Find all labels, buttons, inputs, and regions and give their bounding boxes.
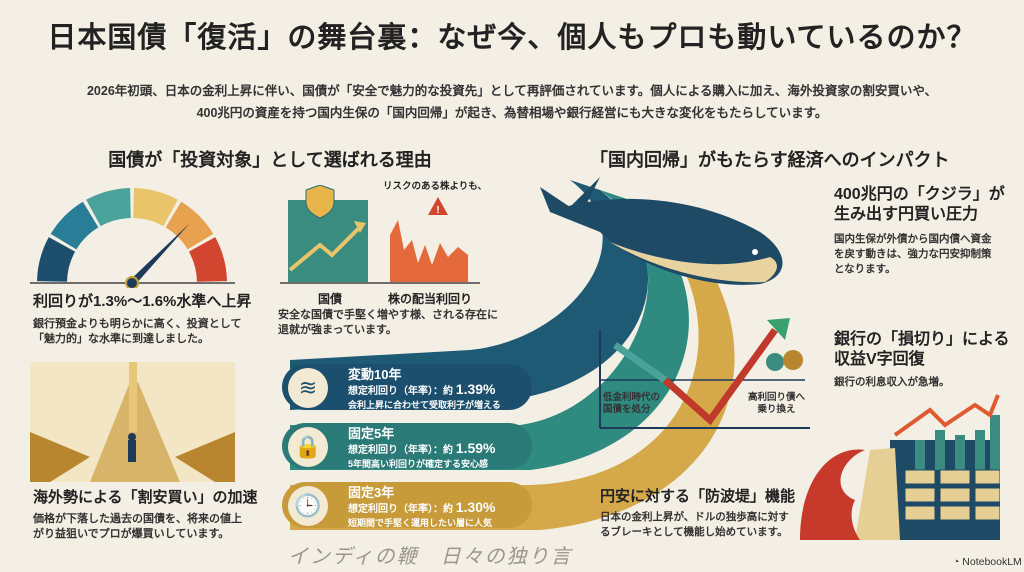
card-title: 固定5年 xyxy=(348,426,395,441)
compare-desc: 安全な国債で手堅く増やす様、される存在に 退就が強まっています。 xyxy=(278,308,498,338)
wave xyxy=(800,449,865,540)
desc-line: るブレーキとして機能し始めています。 xyxy=(600,526,788,538)
person-silhouette xyxy=(128,440,136,462)
intro-line: 2026年初頭、日本の金利上昇に伴い、国債が「安全で魅力的な投資先」として再評価… xyxy=(86,84,938,98)
yield-value: 1.30% xyxy=(455,499,496,515)
page-title: 日本国債「復活」の舞台裏：なぜ今、個人もプロも動いているのか？ xyxy=(47,22,977,54)
wall-desc: 日本の金利上昇が、ドルの独歩高に対す るブレーキとして機能し始めています。 xyxy=(600,510,789,540)
money-bag-icon xyxy=(783,350,803,370)
bank-desc: 銀行の利息収入が急増。 xyxy=(834,376,950,388)
title-line: 収益V字回復 xyxy=(834,351,925,368)
desc-line: を戻す動きは、強力な円安抑制策 xyxy=(834,248,992,260)
gauge-hub xyxy=(125,276,139,288)
desc-line: 退就が強まっています。 xyxy=(278,324,397,336)
label-line: 低金利時代の xyxy=(603,392,661,403)
gauge-segment xyxy=(188,237,227,282)
title-line: 銀行の「損切り」による xyxy=(834,331,1010,348)
money-bag-icon xyxy=(766,353,784,371)
gauge-segment xyxy=(86,188,131,227)
card-note: 5年間高い利回りが確定する安心感 xyxy=(348,459,489,469)
desc-line: 銀行預金よりも明らかに高く、投資として xyxy=(33,318,242,330)
svg-text:!: ! xyxy=(436,205,439,216)
stock-label: 株の配当利回り xyxy=(388,292,473,306)
card-yield: 想定利回り（年率）：約 1.39% xyxy=(348,382,532,399)
label-line: 高利回り債へ xyxy=(748,392,806,403)
yield-label: 想定利回り（年率）：約 xyxy=(348,504,453,515)
yield-label: 想定利回り（年率）：約 xyxy=(348,445,453,456)
intro-text: 2026年初頭、日本の金利上昇に伴い、国債が「安全で魅力的な投資先」として再評価… xyxy=(40,80,984,124)
label-line: 乗り換え xyxy=(757,404,796,415)
up-arrow-icon xyxy=(288,225,362,272)
warning-icon xyxy=(428,197,448,215)
v-recovery-chart xyxy=(599,318,810,429)
v-left-label: 低金利時代の 国債を処分 xyxy=(603,392,660,416)
gauge-segment xyxy=(37,237,76,282)
title-line: 400兆円の「クジラ」が xyxy=(834,186,1005,203)
desc-line: 価格が下落した過去の国債を、将来の値上 xyxy=(33,513,242,525)
yield-value: 1.39% xyxy=(455,381,496,397)
compare-caption: リスクのある株よりも、 xyxy=(383,181,488,192)
gauge-segment xyxy=(50,201,99,250)
crossroads-illustration xyxy=(30,362,235,482)
lock-icon: 🔒 xyxy=(288,427,328,467)
desc-line: となります。 xyxy=(834,263,896,275)
gauge-title: 利回りが1.3%〜1.6%水準へ上昇 xyxy=(33,293,252,310)
gauge-desc: 銀行預金よりも明らかに高く、投資として 「魅力的」な水準に到達しました。 xyxy=(33,317,241,347)
yield-label: 想定利回り（年率）：約 xyxy=(348,386,453,397)
card-yield: 想定利回り（年率）：約 1.59% xyxy=(348,441,532,458)
product-card-fixed-5y[interactable]: 🔒 固定5年 想定利回り（年率）：約 1.59% 5年間高い利回りが確定する安心… xyxy=(282,423,532,469)
desc-line: 日本の金利上昇が、ドルの独歩高に対す xyxy=(600,511,789,523)
desc-line: 安全な国債で手堅く増やす様、される存在に xyxy=(278,309,498,321)
watermark: インディの鞭 日々の独り言 xyxy=(288,544,573,568)
brand-name: NotebookLM xyxy=(962,556,1022,568)
gauge-needle xyxy=(129,223,190,285)
yield-gauge xyxy=(30,188,235,288)
notebooklm-icon: ◔ xyxy=(953,556,963,568)
product-card-floating-10y[interactable]: ≋ 変動10年 想定利回り（年率）：約 1.39% 会利上昇に合わせて受取利子が… xyxy=(282,364,532,410)
bank-title: 銀行の「損切り」による 収益V字回復 xyxy=(834,330,1010,370)
left-heading: 国債が「投資対象」として選ばれる理由 xyxy=(108,150,432,170)
v-right-label: 高利回り債へ 乗り換え xyxy=(748,392,805,416)
whale-title: 400兆円の「クジラ」が 生み出す円買い圧力 xyxy=(834,185,1005,225)
intro-line: 400兆円の資産を持つ国内生保の「国内回帰」が起き、為替相場や銀行経営にも大きな… xyxy=(196,106,828,120)
whale-tail xyxy=(540,177,600,217)
yield-value: 1.59% xyxy=(455,440,496,456)
label-line: 国債を処分 xyxy=(603,404,651,415)
up-arrow-icon xyxy=(767,318,790,340)
foreign-desc: 価格が下落した過去の国債を、将来の値上 がり益狙いでプロが爆買いしています。 xyxy=(33,512,242,542)
clock-icon: 🕒 xyxy=(288,486,328,526)
wall-title: 円安に対する「防波堤」機能 xyxy=(600,488,796,505)
brand-logo: ◔ NotebookLM xyxy=(953,556,1022,568)
card-note: 会利上昇に合わせて受取利子が増える xyxy=(348,400,501,410)
desc-line: がり益狙いでプロが爆買いしています。 xyxy=(33,528,230,540)
wave-arrow-icon: ≋ xyxy=(288,368,328,408)
gauge-segment xyxy=(165,201,214,250)
whale-desc: 国内生保が外債から国内債へ資金 を戻す動きは、強力な円安抑制策 となります。 xyxy=(834,232,992,277)
whale-illustration xyxy=(540,177,783,285)
foreign-title: 海外勢による「割安買い」の加速 xyxy=(33,489,258,506)
desc-line: 「魅力的」な水準に到達しました。 xyxy=(33,333,209,345)
desc-line: 国内生保が外債から国内債へ資金 xyxy=(834,233,992,245)
bond-label: 国債 xyxy=(318,292,343,306)
card-note: 短期間で手堅く運用したい層に人気 xyxy=(348,518,493,528)
title-line: 生み出す円買い圧力 xyxy=(834,206,979,223)
right-heading: 「国内回帰」がもたらす経済へのインパクト xyxy=(590,150,950,170)
seawall-illustration xyxy=(800,394,1000,540)
shield-check-icon xyxy=(305,185,335,219)
gauge-segment xyxy=(133,188,178,227)
bond-vs-stock-illustration: ! xyxy=(280,185,480,284)
card-title: 変動10年 xyxy=(348,367,402,382)
product-card-fixed-3y[interactable]: 🕒 固定3年 想定利回り（年率）：約 1.30% 短期間で手堅く運用したい層に人… xyxy=(282,482,532,528)
stock-chart xyxy=(390,220,468,282)
card-title: 固定3年 xyxy=(348,485,395,500)
card-yield: 想定利回り（年率）：約 1.30% xyxy=(348,500,532,517)
